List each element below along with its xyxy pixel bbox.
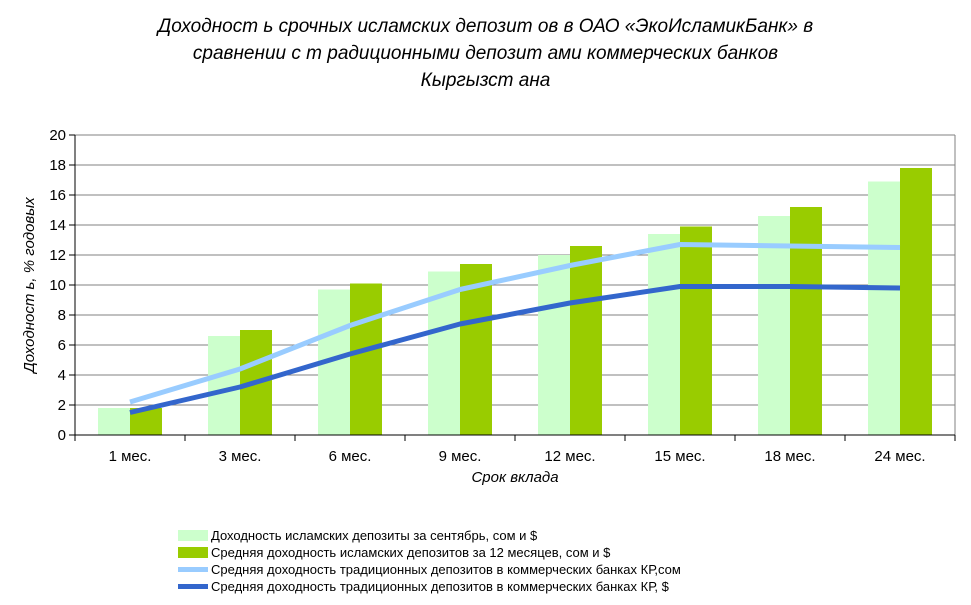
legend-item: Средняя доходность традиционных депозито… <box>178 561 681 578</box>
y-tick-label: 4 <box>58 367 66 384</box>
y-tick-label: 18 <box>49 157 66 174</box>
x-tick-label: 15 мес. <box>654 448 705 465</box>
bar-series-2 <box>790 207 822 435</box>
y-tick-label: 2 <box>58 397 66 414</box>
x-tick-label: 18 мес. <box>764 448 815 465</box>
bar-series-1 <box>208 336 240 435</box>
x-tick-label: 6 мес. <box>329 448 372 465</box>
x-axis-title: Срок вклада <box>471 469 558 486</box>
x-tick-label: 3 мес. <box>219 448 262 465</box>
bar-series-1 <box>98 408 130 435</box>
x-tick-label: 9 мес. <box>439 448 482 465</box>
bar-series-2 <box>900 168 932 435</box>
legend-line-icon <box>178 567 208 572</box>
y-tick-label: 16 <box>49 187 66 204</box>
x-tick-label: 12 мес. <box>544 448 595 465</box>
y-axis-title: Доходност ь, % годовых <box>21 197 38 375</box>
y-tick-label: 6 <box>58 337 66 354</box>
y-tick-label: 12 <box>49 247 66 264</box>
line-series-2 <box>129 284 901 415</box>
x-tick-label: 1 мес. <box>109 448 152 465</box>
bar-series-2 <box>350 283 382 435</box>
bar-series-2 <box>680 226 712 435</box>
legend-line-icon <box>178 584 208 589</box>
y-tick-label: 0 <box>58 427 66 444</box>
legend-item: Средняя доходность исламских депозитов з… <box>178 544 681 561</box>
legend-swatch-icon <box>178 530 208 541</box>
legend-item: Средняя доходность традиционных депозито… <box>178 578 681 595</box>
legend-item: Доходность исламских депозиты за сентябр… <box>178 527 681 544</box>
y-tick-label: 14 <box>49 217 66 234</box>
bar-series-2 <box>460 264 492 435</box>
bar-series-1 <box>758 216 790 435</box>
bar-series-2 <box>570 246 602 435</box>
x-tick-label: 24 мес. <box>874 448 925 465</box>
bar-series-1 <box>868 181 900 435</box>
legend-label: Доходность исламских депозиты за сентябр… <box>211 528 538 543</box>
legend-label: Средняя доходность традиционных депозито… <box>211 562 681 577</box>
chart-legend: Доходность исламских депозиты за сентябр… <box>178 527 681 595</box>
line-series-1 <box>129 242 901 405</box>
y-tick-label: 10 <box>49 277 66 294</box>
y-tick-label: 8 <box>58 307 66 324</box>
bar-series-1 <box>648 234 680 435</box>
legend-label: Средняя доходность традиционных депозито… <box>211 579 669 594</box>
legend-label: Средняя доходность исламских депозитов з… <box>211 545 611 560</box>
y-tick-label: 20 <box>49 127 66 144</box>
bar-series-1 <box>538 255 570 435</box>
legend-swatch-icon <box>178 547 208 558</box>
chart-title: Доходност ь срочных исламских депозит ов… <box>157 16 814 91</box>
